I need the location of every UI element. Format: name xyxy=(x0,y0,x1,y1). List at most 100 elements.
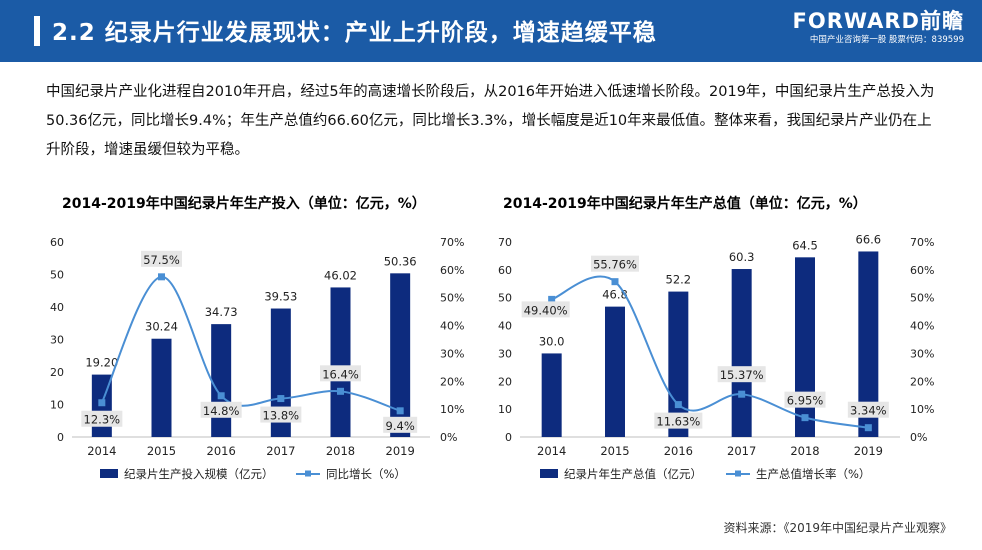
growth-value-label: 57.5% xyxy=(143,253,180,267)
growth-label-bg xyxy=(521,301,570,318)
growth-point xyxy=(396,407,404,415)
growth-point xyxy=(674,401,682,409)
brand-logo: FORWARD前瞻 中国产业咨询第一股 股票代码：839599 xyxy=(793,8,964,46)
chart-output: 0 10 20 30 40 50 60 70 0% 10% 20% 30% 40% 50% 60% 70% 30… xyxy=(498,232,934,481)
y-left-tick-label: 50 xyxy=(50,269,64,282)
y-right-tick-label: 60% xyxy=(910,264,934,277)
y-right-tick-label: 40% xyxy=(440,320,464,333)
bar-value-label: 39.53 xyxy=(264,290,297,304)
logo-sub-text: 中国产业咨询第一股 股票代码：839599 xyxy=(809,35,964,45)
bar xyxy=(151,338,172,437)
growth-value-label: 9.4% xyxy=(386,419,415,433)
legend-line-label: 同比增长（%） xyxy=(326,467,406,481)
x-tick-label: 2015 xyxy=(600,444,629,458)
growth-value-label: 12.3% xyxy=(84,413,121,427)
growth-value-label: 15.37% xyxy=(720,368,764,382)
logo-brand-text: FORWARD前瞻 xyxy=(792,9,964,33)
bar-value-label: 50.36 xyxy=(384,254,417,268)
bar xyxy=(211,324,232,437)
bar xyxy=(605,306,625,437)
growth-point xyxy=(98,399,106,407)
growth-value-label: 13.8% xyxy=(263,409,300,423)
bar xyxy=(390,273,411,437)
y-left-tick-label: 60 xyxy=(50,236,64,249)
growth-label-bg xyxy=(141,250,182,267)
y-left-tick-label: 40 xyxy=(50,301,64,314)
x-tick-label: 2017 xyxy=(266,444,295,458)
growth-point xyxy=(801,414,809,422)
bar xyxy=(270,308,291,437)
x-tick-label: 2014 xyxy=(537,444,566,458)
growth-value-label: 14.8% xyxy=(203,404,240,418)
y-right-tick-label: 60% xyxy=(440,264,464,277)
legend-bar-label: 纪录片生产投入规模（亿元） xyxy=(124,467,274,481)
chart-title-output: 2014-2019年中国纪录片年生产总值（单位：亿元，%） xyxy=(503,196,867,212)
bar-value-label: 46.02 xyxy=(324,268,357,282)
bar-value-label: 46.8 xyxy=(602,288,628,302)
y-left-tick-label: 20 xyxy=(50,366,64,379)
y-left-tick-label: 60 xyxy=(498,264,512,277)
growth-label-bg xyxy=(383,416,418,433)
x-tick-label: 2017 xyxy=(727,444,756,458)
y-right-tick-label: 0% xyxy=(440,431,457,444)
y-right-tick-label: 30% xyxy=(440,347,464,360)
title-accent-bar xyxy=(34,16,40,46)
growth-label-bg xyxy=(591,255,639,272)
bar-value-label: 34.73 xyxy=(205,305,238,319)
x-tick-label: 2016 xyxy=(664,444,693,458)
bar xyxy=(541,353,562,437)
growth-label-bg xyxy=(260,406,302,423)
y-right-tick-label: 20% xyxy=(910,375,934,388)
y-left-tick-label: 70 xyxy=(498,236,512,249)
growth-label-bg xyxy=(320,365,361,382)
bar-value-label: 52.2 xyxy=(666,273,692,287)
bar-value-label: 66.6 xyxy=(856,232,882,246)
y-right-tick-label: 70% xyxy=(440,236,464,249)
y-right-tick-label: 70% xyxy=(910,236,934,249)
chart-investment: 0 10 20 30 40 50 60 0% 10% 20% 30% 40% 50% 60% 70% 19.2… xyxy=(50,236,464,481)
x-tick-label: 2018 xyxy=(326,444,355,458)
growth-point xyxy=(158,273,165,281)
x-tick-label: 2019 xyxy=(386,444,415,458)
legend-bar-swatch xyxy=(100,469,118,478)
y-right-tick-label: 0% xyxy=(910,431,927,444)
y-right-tick-label: 20% xyxy=(440,375,464,388)
y-left-tick-label: 40 xyxy=(498,320,512,333)
growth-value-label: 16.4% xyxy=(322,367,359,381)
y-left-tick-label: 10 xyxy=(50,399,64,412)
bar-value-label: 30.0 xyxy=(539,334,565,348)
growth-value-label: 11.63% xyxy=(656,415,700,429)
bar-value-label: 30.24 xyxy=(145,320,178,334)
y-left-tick-label: 50 xyxy=(498,292,512,305)
header-banner: 2.2 纪录片行业发展现状：产业上升阶段，增速趋缓平稳 FORWARD前瞻 中国… xyxy=(0,0,982,62)
growth-label-bg xyxy=(654,412,703,429)
page-title: 2.2 纪录片行业发展现状：产业上升阶段，增速趋缓平稳 xyxy=(52,20,657,46)
legend-line-marker xyxy=(305,470,311,477)
x-tick-label: 2018 xyxy=(790,444,819,458)
growth-value-label: 3.34% xyxy=(850,404,887,418)
growth-point xyxy=(611,278,619,286)
y-left-tick-label: 30 xyxy=(498,347,512,360)
bar xyxy=(668,291,689,437)
legend-line-marker xyxy=(735,470,741,477)
growth-point xyxy=(738,390,746,398)
y-right-tick-label: 50% xyxy=(910,292,934,305)
x-tick-label: 2016 xyxy=(207,444,236,458)
y-left-tick-label: 30 xyxy=(50,334,64,347)
bar xyxy=(731,269,752,437)
intro-paragraph: 中国纪录片产业化进程自2010年开启，经过5年的高速增长阶段后，从2016年开始… xyxy=(46,84,935,158)
bar-value-label: 60.3 xyxy=(729,250,755,264)
bar-value-label: 19.20 xyxy=(85,356,118,370)
y-right-tick-label: 10% xyxy=(910,403,934,416)
bar-value-label: 64.5 xyxy=(792,238,818,252)
growth-value-label: 55.76% xyxy=(593,258,637,272)
chart-title-investment: 2014-2019年中国纪录片年生产投入（单位：亿元，%） xyxy=(62,196,426,212)
growth-label-bg xyxy=(200,401,242,418)
y-right-tick-label: 40% xyxy=(910,320,934,333)
legend-bar-swatch xyxy=(540,469,558,478)
growth-point xyxy=(277,395,285,403)
y-left-tick-label: 0 xyxy=(57,431,64,444)
y-right-tick-label: 10% xyxy=(440,403,464,416)
bar xyxy=(330,287,351,437)
source-note: 资料来源：《2019年中国纪录片产业观察》 xyxy=(723,521,952,535)
